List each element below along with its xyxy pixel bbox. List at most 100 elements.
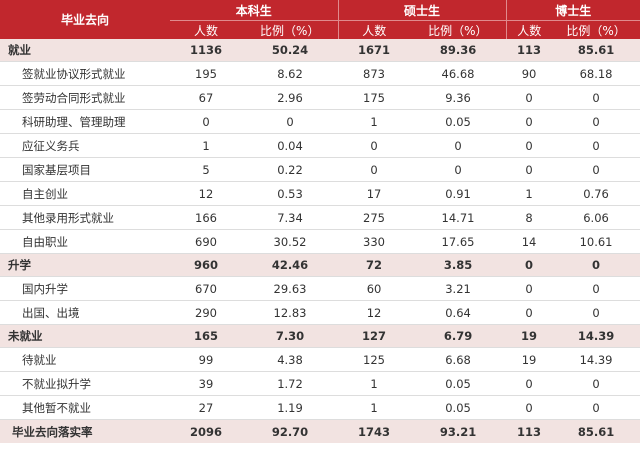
count-cell: 0: [506, 157, 553, 182]
percent-cell: 1.19: [242, 395, 339, 420]
section-row: 未就业 165 7.30 127 6.79 19 14.39: [0, 324, 640, 348]
count-cell: 1: [338, 109, 411, 134]
percent-cell: 1.72: [242, 371, 339, 396]
row-label: 未就业: [0, 324, 170, 348]
count-cell: 12: [338, 300, 411, 325]
row-label: 升学: [0, 253, 170, 277]
percent-cell: 0: [552, 133, 640, 158]
table-row: 不就业拟升学 39 1.72 1 0.05 0 0: [0, 371, 640, 396]
percent-cell: 8.62: [242, 61, 339, 86]
count-cell: 166: [170, 205, 242, 230]
count-cell: 17: [338, 181, 411, 206]
count-cell: 39: [170, 371, 242, 396]
percent-cell: 0: [552, 253, 640, 277]
header-corner: 毕业去向: [0, 0, 170, 39]
count-cell: 0: [506, 276, 553, 301]
header-sub: 人数: [505, 20, 553, 39]
count-cell: 27: [170, 395, 242, 420]
row-label: 国家基层项目: [0, 157, 170, 182]
percent-cell: 0: [552, 300, 640, 325]
count-cell: 99: [170, 347, 242, 372]
percent-cell: 0.22: [242, 157, 339, 182]
percent-cell: 4.38: [242, 347, 339, 372]
count-cell: 0: [506, 300, 553, 325]
count-cell: 113: [506, 419, 553, 443]
row-label: 不就业拟升学: [0, 371, 170, 396]
percent-cell: 10.61: [552, 229, 640, 254]
percent-cell: 68.18: [552, 61, 640, 86]
percent-cell: 85.61: [552, 419, 640, 443]
percent-cell: 0: [552, 395, 640, 420]
percent-cell: 7.34: [242, 205, 339, 230]
count-cell: 1: [506, 181, 553, 206]
percent-cell: 0: [552, 109, 640, 134]
percent-cell: 0: [410, 157, 507, 182]
percent-cell: 0: [552, 276, 640, 301]
count-cell: 72: [338, 253, 411, 277]
percent-cell: 85.61: [552, 39, 640, 62]
header-sub: 人数: [170, 20, 242, 39]
count-cell: 165: [170, 324, 242, 348]
count-cell: 125: [338, 347, 411, 372]
graduation-destination-table: 毕业去向 本科生 硕士生 博士生 人数 比例（%） 人数 比例（%） 人数 比例…: [0, 0, 640, 443]
count-cell: 873: [338, 61, 411, 86]
header-sub: 比例（%）: [410, 20, 507, 39]
count-cell: 127: [338, 324, 411, 348]
percent-cell: 0.05: [410, 371, 507, 396]
percent-cell: 7.30: [242, 324, 339, 348]
percent-cell: 0: [410, 133, 507, 158]
table-row: 自主创业 12 0.53 17 0.91 1 0.76: [0, 181, 640, 206]
percent-cell: 17.65: [410, 229, 507, 254]
count-cell: 0: [506, 395, 553, 420]
table-row: 国家基层项目 5 0.22 0 0 0 0: [0, 157, 640, 182]
row-label: 自由职业: [0, 229, 170, 254]
row-label: 签就业协议形式就业: [0, 61, 170, 86]
percent-cell: 6.06: [552, 205, 640, 230]
percent-cell: 3.85: [410, 253, 507, 277]
percent-cell: 0.64: [410, 300, 507, 325]
table-row: 自由职业 690 30.52 330 17.65 14 10.61: [0, 229, 640, 254]
percent-cell: 2.96: [242, 85, 339, 110]
count-cell: 175: [338, 85, 411, 110]
percent-cell: 14.39: [552, 324, 640, 348]
table-row: 科研助理、管理助理 0 0 1 0.05 0 0: [0, 109, 640, 134]
percent-cell: 46.68: [410, 61, 507, 86]
row-label: 科研助理、管理助理: [0, 109, 170, 134]
percent-cell: 6.68: [410, 347, 507, 372]
count-cell: 1743: [338, 419, 411, 443]
percent-cell: 92.70: [242, 419, 339, 443]
count-cell: 113: [506, 39, 553, 62]
header-sub: 比例（%）: [242, 20, 339, 39]
percent-cell: 50.24: [242, 39, 339, 62]
count-cell: 0: [506, 85, 553, 110]
percent-cell: 14.39: [552, 347, 640, 372]
table-row: 待就业 99 4.38 125 6.68 19 14.39: [0, 347, 640, 372]
count-cell: 0: [506, 253, 553, 277]
count-cell: 60: [338, 276, 411, 301]
row-label: 待就业: [0, 347, 170, 372]
count-cell: 19: [506, 324, 553, 348]
percent-cell: 0: [242, 109, 339, 134]
count-cell: 14: [506, 229, 553, 254]
count-cell: 19: [506, 347, 553, 372]
percent-cell: 0: [552, 85, 640, 110]
count-cell: 0: [506, 109, 553, 134]
header-group-master: 硕士生: [337, 0, 507, 21]
percent-cell: 0.05: [410, 395, 507, 420]
count-cell: 275: [338, 205, 411, 230]
count-cell: 0: [170, 109, 242, 134]
header-sub: 人数: [337, 20, 411, 39]
total-row: 毕业去向落实率 2096 92.70 1743 93.21 113 85.61: [0, 419, 640, 443]
row-label: 毕业去向落实率: [0, 419, 170, 443]
count-cell: 67: [170, 85, 242, 110]
percent-cell: 0.76: [552, 181, 640, 206]
count-cell: 1671: [338, 39, 411, 62]
percent-cell: 0.53: [242, 181, 339, 206]
percent-cell: 89.36: [410, 39, 507, 62]
header-group-doctor: 博士生: [505, 0, 640, 21]
count-cell: 670: [170, 276, 242, 301]
percent-cell: 9.36: [410, 85, 507, 110]
count-cell: 0: [338, 157, 411, 182]
table-row: 应征义务兵 1 0.04 0 0 0 0: [0, 133, 640, 158]
row-label: 其他暂不就业: [0, 395, 170, 420]
